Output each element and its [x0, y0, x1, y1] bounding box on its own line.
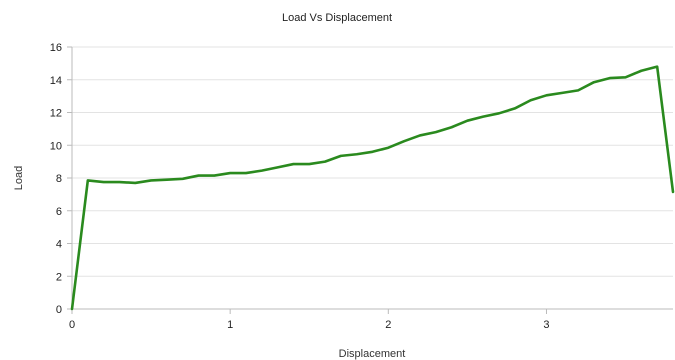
x-tick-label: 3	[543, 319, 549, 331]
y-tick-label: 6	[56, 206, 62, 218]
grid	[72, 46, 673, 277]
series-layer	[70, 65, 675, 311]
y-axis-label: Load	[13, 166, 25, 190]
axes	[67, 46, 673, 314]
y-tick-label: 0	[56, 304, 62, 316]
y-tick-label: 16	[50, 42, 62, 54]
x-tick-label: 2	[385, 319, 391, 331]
y-tick-label: 8	[56, 173, 62, 185]
series-line	[70, 65, 675, 311]
x-tick-label: 0	[69, 319, 75, 331]
chart-title: Load Vs Displacement	[282, 12, 392, 24]
y-tick-label: 14	[50, 75, 62, 87]
y-tick-label: 12	[50, 108, 62, 120]
y-tick-label: 2	[56, 271, 62, 283]
x-axis-label: Displacement	[339, 348, 406, 360]
x-tick-label: 1	[227, 319, 233, 331]
y-tick-label: 4	[56, 239, 62, 251]
y-tick-label: 10	[50, 140, 62, 152]
